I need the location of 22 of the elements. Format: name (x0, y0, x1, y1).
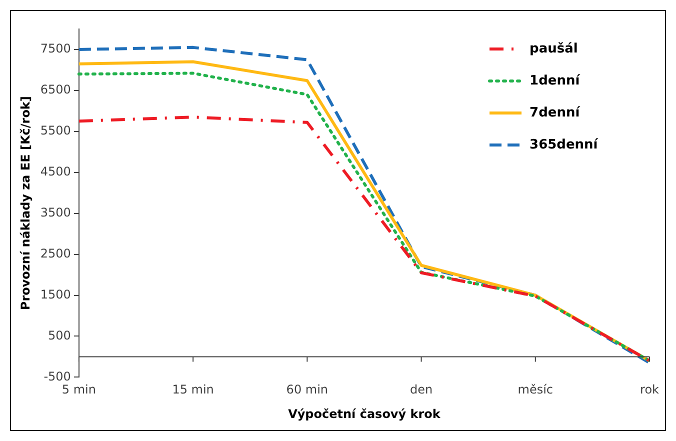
x-tick-label: den (410, 382, 433, 397)
x-tick-label: 15 min (172, 382, 214, 397)
x-tick-label: rok (640, 382, 660, 397)
y-tick-label: 1500 (40, 287, 71, 302)
x-tick-label: 5 min (62, 382, 96, 397)
y-tick-label: 2500 (40, 246, 71, 260)
legend-label: 7denní (530, 105, 582, 120)
x-tick-label: měsíc (518, 382, 554, 397)
y-tick-label: 5500 (40, 124, 71, 138)
y-tick-label: 500 (48, 328, 71, 342)
y-tick-label: -500 (44, 369, 71, 384)
x-tick-label: 60 min (286, 382, 328, 397)
legend-label: paušál (530, 41, 578, 56)
y-axis-title: Provozní náklady za EE [Kč/rok] (18, 96, 32, 310)
y-tick-label: 7500 (40, 42, 71, 56)
x-axis-title: Výpočetní časový krok (288, 406, 442, 421)
legend-label: 365denní (530, 137, 600, 152)
legend-label: 1denní (530, 73, 582, 88)
line-series (77, 116, 652, 362)
y-tick-label: 4500 (40, 164, 71, 178)
y-tick-label: 3500 (40, 205, 71, 220)
y-tick-label: 6500 (40, 82, 71, 97)
